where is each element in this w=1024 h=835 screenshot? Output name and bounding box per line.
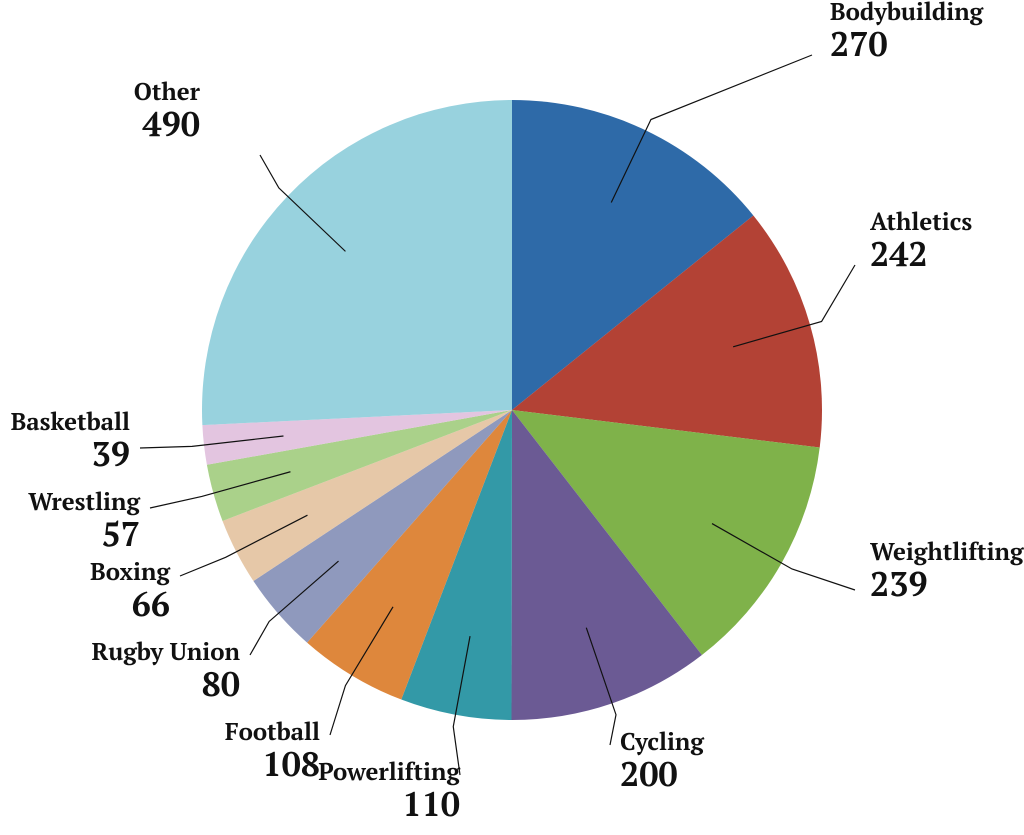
slice-label-value: 490 [142, 101, 200, 146]
pie-label: Wrestling57 [28, 485, 140, 556]
slice-label-value: 239 [870, 561, 928, 606]
pie-label: Athletics242 [870, 205, 972, 276]
slice-label-value: 270 [830, 21, 888, 66]
pie-chart: Bodybuilding270 Athletics242 Weightlifting… [0, 0, 1024, 835]
pie-label: Other490 [134, 75, 201, 146]
slice-label-value: 242 [870, 231, 928, 276]
slice-label-value: 108 [262, 741, 320, 786]
slice-label-value: 66 [132, 581, 170, 626]
pie-label: Rugby Union80 [92, 635, 241, 706]
pie-label: Basketball39 [11, 405, 130, 476]
slice-label-value: 80 [202, 661, 240, 706]
pie-label: Football108 [225, 715, 320, 786]
slice-label-value: 39 [92, 431, 130, 476]
slice-label-value: 110 [402, 781, 460, 826]
pie-label: Weightlifting239 [870, 535, 1024, 606]
slice-label-value: 200 [620, 751, 678, 796]
pie-label: Cycling200 [620, 725, 704, 796]
pie-label: Bodybuilding270 [830, 0, 984, 66]
pie-label: Powerlifting110 [318, 755, 460, 826]
pie-slice [202, 100, 512, 425]
slice-label-value: 57 [102, 511, 140, 556]
pie-label: Boxing66 [90, 555, 170, 626]
pie-chart-svg: Bodybuilding270 Athletics242 Weightlifting… [0, 0, 1024, 835]
